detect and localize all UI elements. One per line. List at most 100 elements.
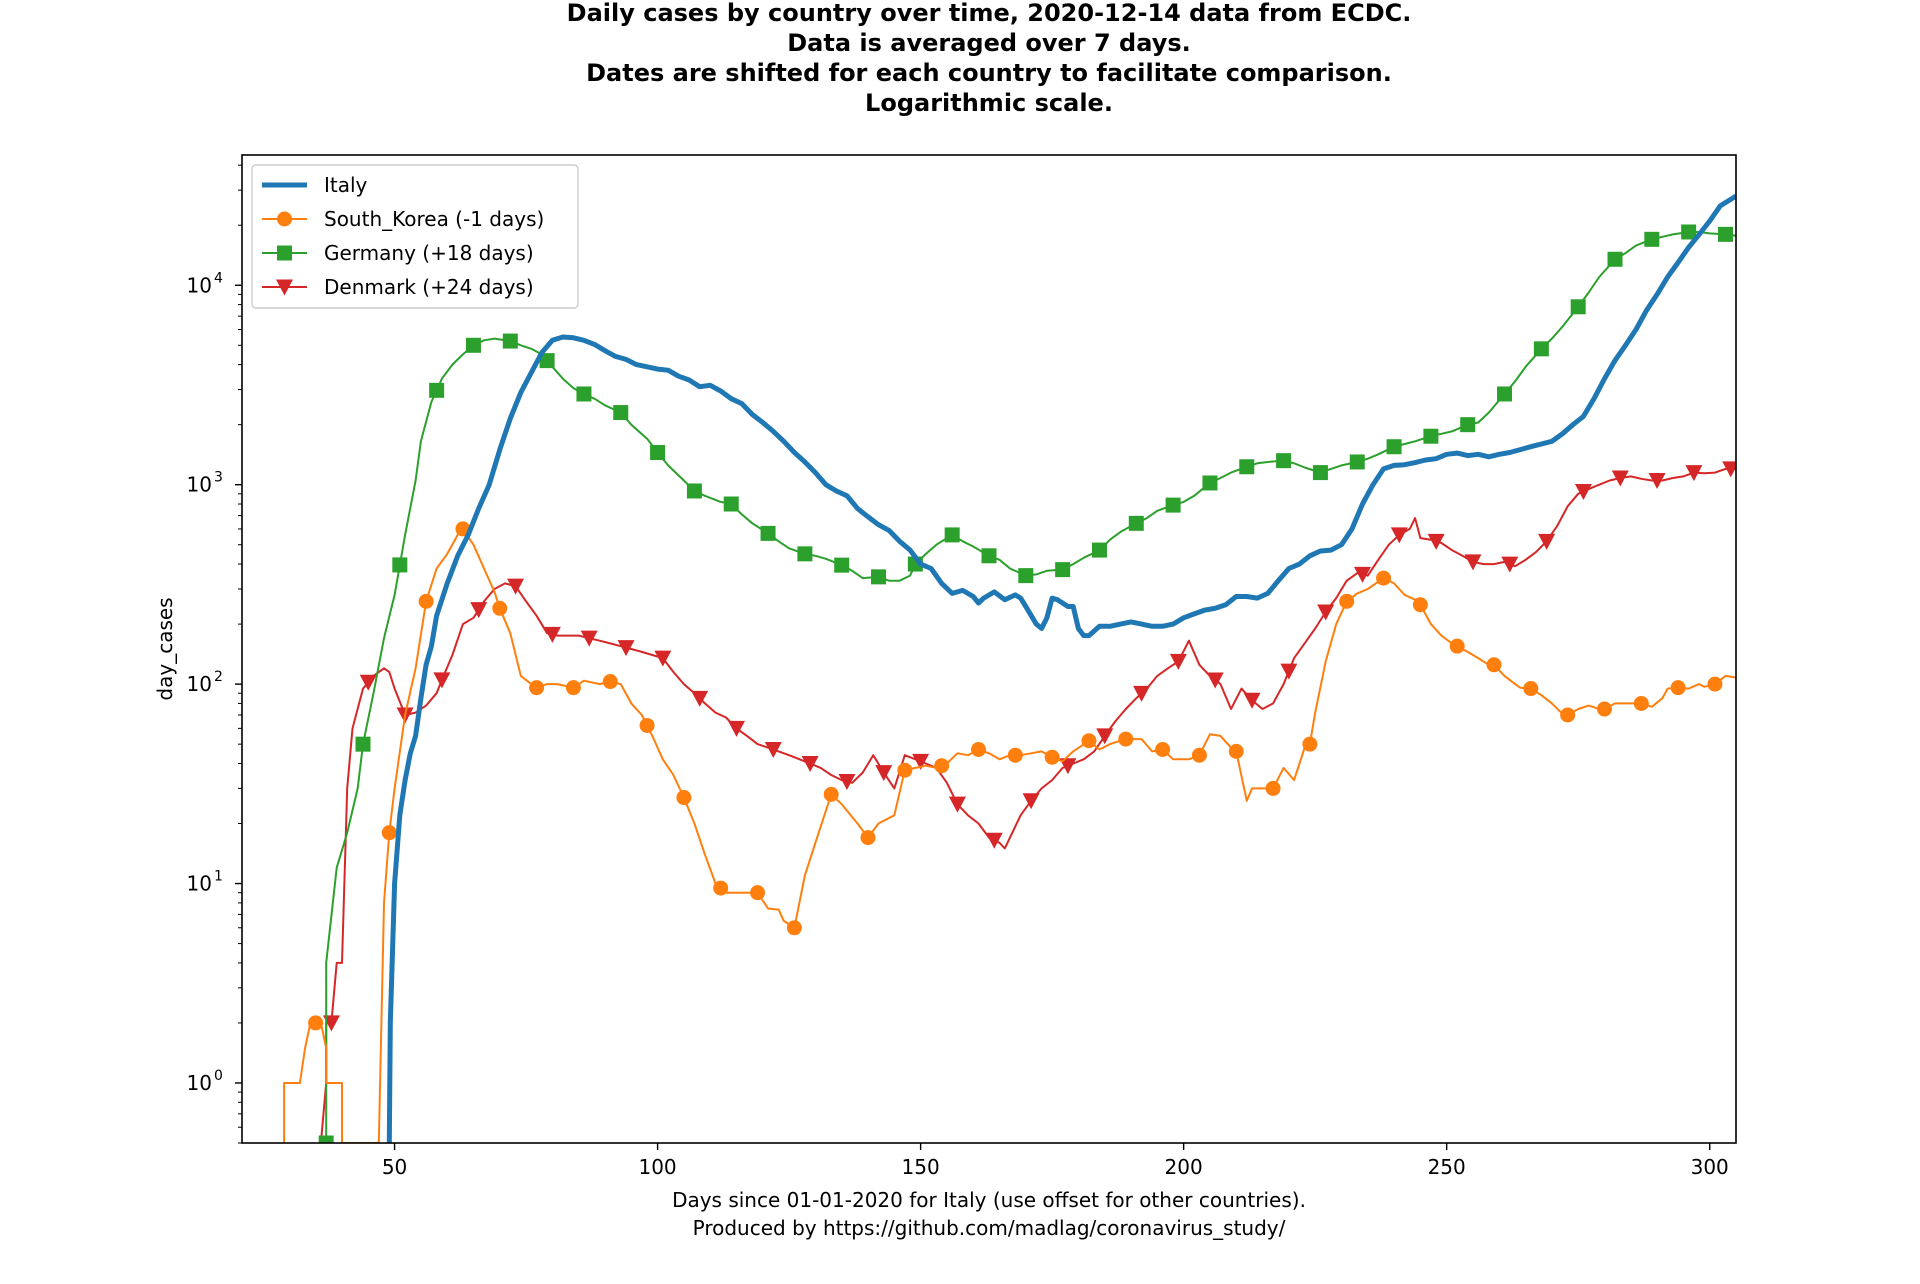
data-point <box>727 720 745 737</box>
series-line <box>386 193 1736 1143</box>
x-tick-label: 50 <box>382 1155 407 1179</box>
data-point <box>1722 461 1736 478</box>
legend: Italy South_Korea (-1 days) Germany (+18… <box>251 164 579 309</box>
data-point <box>355 736 371 752</box>
series-layer <box>283 193 1736 1143</box>
data-point <box>1018 568 1034 584</box>
y-tick-exponent: 3 <box>214 470 223 486</box>
data-point <box>723 496 739 512</box>
x-tick-label: 200 <box>1165 1155 1203 1179</box>
data-point <box>433 672 451 689</box>
data-point <box>1707 676 1723 692</box>
data-point <box>465 337 481 353</box>
data-point <box>1648 472 1666 489</box>
data-point <box>502 333 518 349</box>
data-point <box>1427 533 1445 550</box>
data-point <box>617 640 635 657</box>
data-point <box>1681 224 1697 240</box>
data-point <box>1096 728 1114 745</box>
data-point <box>492 600 508 616</box>
data-point <box>1059 758 1077 775</box>
data-point <box>786 920 802 936</box>
data-point <box>602 674 618 690</box>
data-point <box>875 765 893 782</box>
data-point <box>713 880 729 896</box>
data-point <box>764 742 782 759</box>
title-line: Daily cases by country over time, 2020-1… <box>567 0 1412 27</box>
data-point <box>1497 386 1513 402</box>
data-point <box>1570 299 1586 315</box>
data-point <box>1243 692 1261 709</box>
y-tick-label: 10 <box>187 273 212 297</box>
data-point <box>318 1135 334 1143</box>
data-point <box>1644 231 1660 247</box>
data-point <box>834 557 850 573</box>
y-tick-exponent: 0 <box>214 1068 223 1084</box>
legend-marker <box>276 279 293 296</box>
data-point <box>1228 743 1244 759</box>
data-point <box>1390 527 1408 544</box>
x-axis: 50 100 150 200 250 300 <box>382 1143 1729 1179</box>
x-tick-label: 150 <box>902 1155 940 1179</box>
data-point <box>470 602 488 619</box>
data-point <box>1607 251 1623 267</box>
data-point <box>686 483 702 499</box>
data-point <box>1460 417 1476 433</box>
data-point <box>1081 733 1097 749</box>
legend-marker <box>277 245 292 261</box>
data-point <box>1533 341 1549 357</box>
data-point <box>1191 747 1207 763</box>
legend-label: South_Korea (-1 days) <box>324 207 544 231</box>
legend-label: Germany (+18 days) <box>324 241 534 265</box>
data-point <box>1670 680 1686 696</box>
data-point <box>1449 638 1465 654</box>
data-point <box>750 885 766 901</box>
data-point <box>1265 780 1281 796</box>
data-point <box>1202 475 1218 491</box>
data-point <box>1376 570 1392 586</box>
data-point <box>1596 701 1612 717</box>
series-italy <box>386 193 1736 1143</box>
data-point <box>650 445 666 461</box>
plot-frame <box>241 154 1737 1144</box>
data-point <box>823 786 839 802</box>
data-point <box>981 548 997 564</box>
x-axis-label: Days since 01-01-2020 for Italy (use off… <box>672 1188 1306 1240</box>
data-point <box>1501 556 1519 573</box>
data-point <box>1412 597 1428 613</box>
x-tick-label: 250 <box>1428 1155 1466 1179</box>
data-point <box>1169 653 1187 670</box>
data-point <box>1118 731 1134 747</box>
data-point <box>801 755 819 772</box>
data-point <box>676 790 692 806</box>
title-line: Dates are shifted for each country to fa… <box>586 59 1392 87</box>
legend-entry-italy: Italy <box>262 173 368 197</box>
y-tick-exponent: 1 <box>214 869 223 885</box>
data-point <box>1317 604 1335 621</box>
data-point <box>871 569 887 585</box>
data-point <box>1633 695 1649 711</box>
data-point <box>1091 542 1107 558</box>
data-point <box>970 742 986 758</box>
y-tick-label: 10 <box>187 872 212 896</box>
legend-marker-shape <box>276 279 293 296</box>
data-point <box>639 717 655 733</box>
data-point <box>1685 465 1703 482</box>
data-point <box>580 630 598 647</box>
data-point <box>565 680 581 696</box>
data-point <box>912 753 930 770</box>
data-point <box>576 386 592 402</box>
data-point <box>539 353 555 369</box>
x-tick-label: 100 <box>638 1155 676 1179</box>
data-point <box>1128 515 1144 531</box>
legend-entry-denmark: Denmark (+24 days) <box>262 275 534 299</box>
y-tick-label: 10 <box>187 473 212 497</box>
series-germany <box>318 224 1736 1143</box>
data-point <box>1055 562 1071 578</box>
data-point <box>1354 566 1371 583</box>
x-axis-label-line: Produced by https://github.com/madlag/co… <box>693 1216 1286 1240</box>
legend-entry-germany: Germany (+18 days) <box>262 241 534 265</box>
legend-marker <box>277 211 292 227</box>
y-tick-label: 10 <box>187 672 212 696</box>
